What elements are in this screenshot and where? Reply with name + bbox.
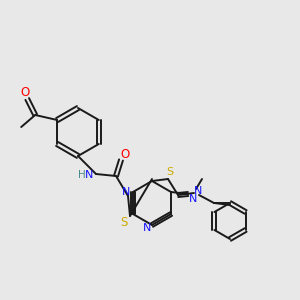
Text: S: S xyxy=(167,167,174,177)
Text: N: N xyxy=(122,187,130,197)
Text: S: S xyxy=(120,217,128,230)
Text: N: N xyxy=(143,223,151,233)
Text: N: N xyxy=(85,170,93,180)
Text: H: H xyxy=(78,170,86,180)
Text: O: O xyxy=(120,148,130,160)
Text: N: N xyxy=(189,194,197,204)
Text: N: N xyxy=(194,186,202,196)
Text: O: O xyxy=(21,85,30,98)
